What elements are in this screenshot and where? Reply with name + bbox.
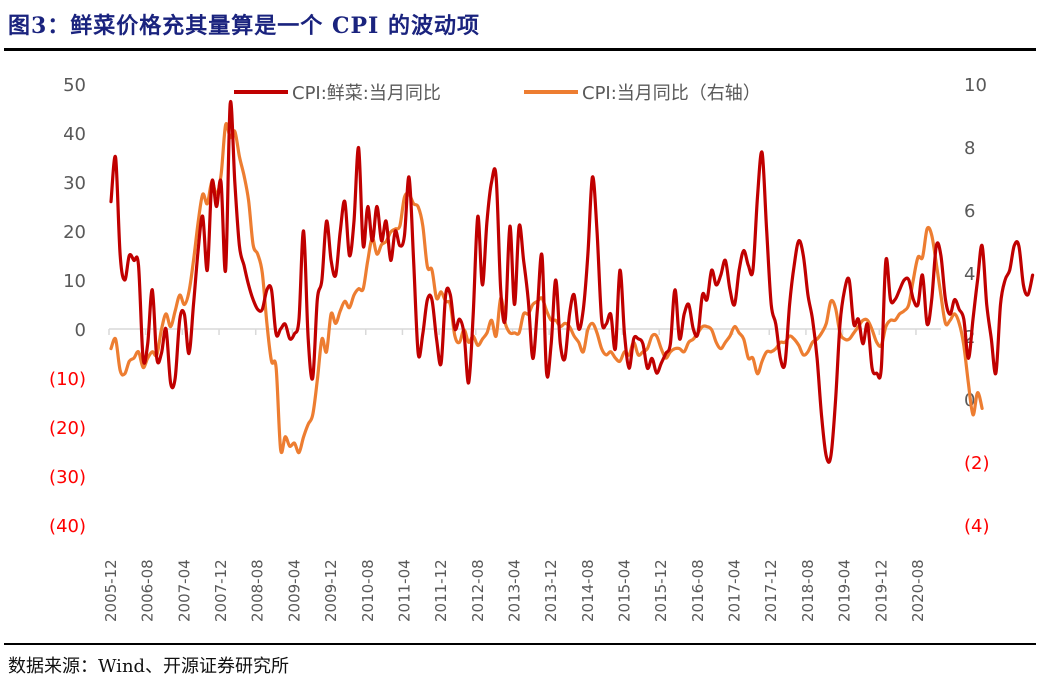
x-tick-label: 2019-04	[836, 559, 854, 622]
x-tick-label: 2005-12	[102, 559, 120, 622]
x-tick-label: 2017-04	[726, 559, 744, 622]
source-divider	[4, 643, 1036, 645]
left-tick-label: 20	[63, 222, 86, 243]
x-tick-label: 2006-08	[139, 559, 157, 622]
left-tick-label: (30)	[49, 467, 86, 488]
left-tick-label: 10	[63, 271, 86, 292]
x-tick-label: 2011-12	[432, 559, 450, 622]
x-tick-label: 2011-04	[395, 559, 413, 622]
x-tick-label: 2009-04	[285, 559, 303, 622]
x-tick-label: 2007-12	[212, 559, 230, 622]
left-tick-label: 0	[75, 320, 86, 341]
legend: CPI:鲜菜:当月同比 CPI:当月同比（右轴）	[234, 83, 761, 104]
x-tick-label: 2007-04	[175, 559, 193, 622]
chart-area: 50 40 30 20 10 0 (10) (20) (30) (40) 10 8 6 4 20 (2) (4…	[49, 75, 1035, 622]
x-tick-label: 2012-08	[469, 559, 487, 622]
zero-baseline	[108, 328, 941, 335]
right-tick-label: (2)	[964, 453, 990, 474]
left-tick-label: (20)	[49, 418, 86, 439]
x-tick-label: 2019-12	[872, 559, 890, 622]
left-tick-label: 50	[63, 75, 86, 96]
x-axis: 2005-12 2006-08 2007-04 2007-12 2008-08 2009-…	[102, 559, 927, 622]
left-axis: 50 40 30 20 10 0 (10) (20) (30) (40)	[49, 75, 86, 537]
x-tick-label: 2017-12	[762, 559, 780, 622]
series-line-vegetable	[109, 99, 1035, 464]
x-tick-label: 2015-12	[652, 559, 670, 622]
data-source-note: 数据来源：Wind、开源证券研究所	[8, 656, 290, 677]
x-tick-label: 2018-08	[799, 559, 817, 622]
x-tick-label: 2013-04	[505, 559, 523, 622]
x-tick-label: 2010-08	[359, 559, 377, 622]
legend-label-cpi: CPI:当月同比（右轴）	[582, 83, 761, 104]
x-tick-label: 2009-12	[322, 559, 340, 622]
left-tick-label: (10)	[49, 369, 86, 390]
chart-title: 图3：鲜菜价格充其量算是一个 CPI 的波动项	[8, 13, 480, 39]
series-group	[109, 99, 1035, 464]
right-tick-label: 6	[964, 201, 975, 222]
x-tick-label: 2015-04	[616, 559, 634, 622]
title-divider	[4, 48, 1036, 51]
series-line-cpi	[109, 122, 984, 455]
x-tick-label: 2008-08	[249, 559, 267, 622]
x-tick-label: 2016-08	[689, 559, 707, 622]
legend-label-vegetable: CPI:鲜菜:当月同比	[292, 83, 441, 104]
right-tick-label: 4	[964, 264, 975, 285]
left-tick-label: 30	[63, 173, 86, 194]
left-tick-label: 40	[63, 124, 86, 145]
x-tick-label: 2020-08	[909, 559, 927, 622]
right-tick-label: 8	[964, 138, 975, 159]
left-tick-label: (40)	[49, 516, 86, 537]
x-tick-label: 2013-12	[542, 559, 560, 622]
right-tick-label: 10	[964, 75, 987, 96]
x-tick-label: 2014-08	[579, 559, 597, 622]
right-tick-label: (4)	[964, 516, 990, 537]
